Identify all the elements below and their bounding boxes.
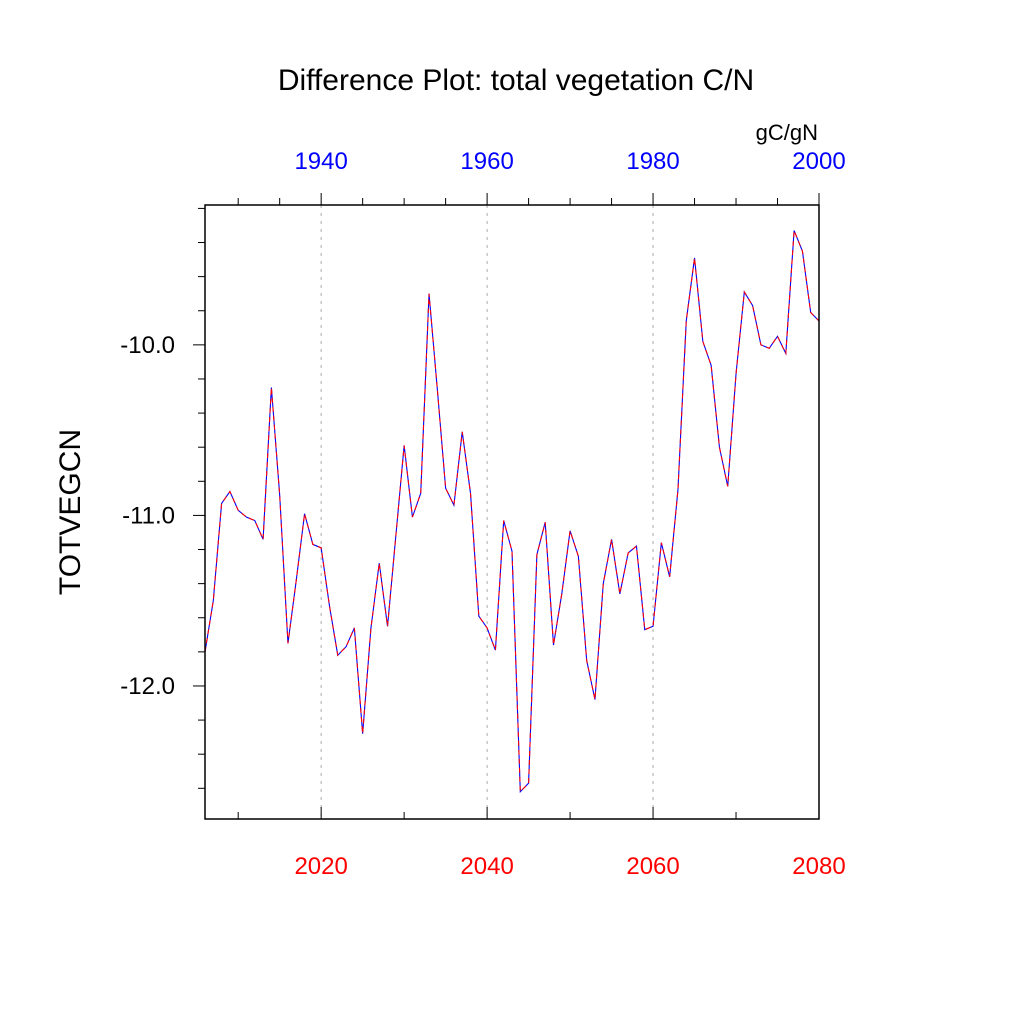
bottom-tick-label-2080: 2080: [792, 853, 845, 880]
axis-tick-labels: 2020 2040 2060 2080 1940 1960 1980 2000 -10.0 -11…: [120, 148, 845, 880]
series-layer: [204, 230, 820, 794]
bottom-tick-label-2040: 2040: [460, 853, 513, 880]
y-axis-label: TOTVEGCN: [54, 429, 87, 595]
bottom-tick-label-2020: 2020: [294, 853, 347, 880]
bottom-tick-label-2060: 2060: [626, 853, 679, 880]
plot-frame: [204, 204, 820, 820]
top-tick-label-1940: 1940: [294, 148, 347, 175]
top-tick-label-2000: 2000: [792, 148, 845, 175]
axis-ticks: [193, 193, 820, 819]
series-line-1: [204, 230, 820, 794]
grid-lines: [320, 205, 654, 819]
top-tick-label-1980: 1980: [626, 148, 679, 175]
series-line-0: [204, 230, 820, 794]
top-tick-label-1960: 1960: [460, 148, 513, 175]
y-tick-label-2: -12.0: [120, 673, 175, 700]
units-label: gC/gN: [756, 120, 818, 145]
y-tick-label-1: -11.0: [122, 502, 175, 529]
chart-title: Difference Plot: total vegetation C/N: [278, 64, 754, 97]
y-tick-label-0: -10.0: [120, 332, 175, 359]
